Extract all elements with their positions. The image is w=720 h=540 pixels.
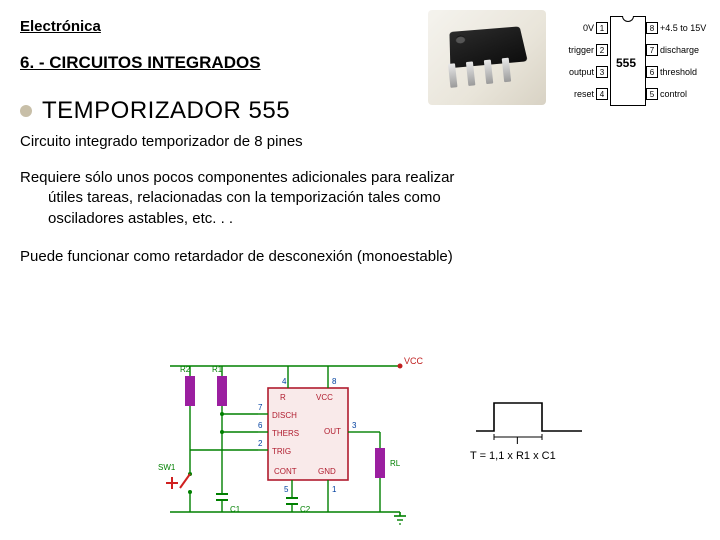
pulse-svg	[470, 395, 590, 441]
svg-text:R2: R2	[180, 365, 191, 374]
pin-label: threshold	[658, 67, 710, 77]
pin-num: 7	[646, 44, 658, 56]
vcc-label: VCC	[404, 356, 424, 366]
svg-text:THERS: THERS	[272, 429, 299, 438]
para1-l1: Requiere sólo unos pocos componentes adi…	[20, 169, 454, 186]
pin-label: output	[554, 67, 596, 77]
pin-row-l3: output 3	[554, 66, 608, 78]
pin-label: trigger	[554, 45, 596, 55]
svg-text:DISCH: DISCH	[272, 411, 297, 420]
pin-row-r4: 5 control	[646, 88, 710, 100]
svg-text:8: 8	[332, 377, 337, 386]
paragraph-1: Requiere sólo unos pocos componentes adi…	[20, 168, 700, 229]
svg-text:5: 5	[284, 485, 289, 494]
pin-label: control	[658, 89, 710, 99]
svg-text:6: 6	[258, 421, 263, 430]
pulse-T-label: T	[514, 435, 521, 447]
svg-text:VCC: VCC	[316, 393, 333, 402]
pin-num: 8	[646, 22, 658, 34]
main-heading: TEMPORIZADOR 555	[42, 97, 290, 125]
pulse-diagram: T T = 1,1 x R1 x C1	[470, 395, 650, 475]
svg-text:4: 4	[282, 377, 287, 386]
svg-text:R1: R1	[212, 365, 223, 374]
pin-row-l1: 0V 1	[554, 22, 608, 34]
pin-num: 3	[596, 66, 608, 78]
pin-row-r2: 7 discharge	[646, 44, 710, 56]
svg-text:1: 1	[332, 485, 337, 494]
para1-l2: útiles tareas, relacionadas con la tempo…	[20, 188, 700, 208]
pin-num: 2	[596, 44, 608, 56]
circuit-diagram: VCC R VCC DISCH OUT THERS TRIG CONT GND …	[150, 352, 440, 534]
svg-text:SW1: SW1	[158, 463, 176, 472]
pulse-formula: T = 1,1 x R1 x C1	[470, 450, 650, 462]
pin-row-l2: trigger 2	[554, 44, 608, 56]
pin-row-r1: 8 +4.5 to 15V	[646, 22, 710, 34]
pin-label: reset	[554, 89, 596, 99]
subtitle: Circuito integrado temporizador de 8 pin…	[20, 133, 700, 150]
paragraph-2: Puede funcionar como retardador de desco…	[20, 247, 700, 267]
pin-num: 5	[646, 88, 658, 100]
pin-label: discharge	[658, 45, 710, 55]
bullet-icon	[20, 105, 32, 117]
svg-text:3: 3	[352, 421, 357, 430]
pin-label: 0V	[554, 23, 596, 33]
svg-text:R: R	[280, 393, 286, 402]
svg-text:GND: GND	[318, 467, 336, 476]
pinout-chip-label: 555	[616, 56, 636, 70]
pin-num: 6	[646, 66, 658, 78]
svg-text:CONT: CONT	[274, 467, 297, 476]
svg-text:2: 2	[258, 439, 263, 448]
svg-text:7: 7	[258, 403, 263, 412]
svg-text:OUT: OUT	[324, 427, 341, 436]
pin-num: 4	[596, 88, 608, 100]
pin-num: 1	[596, 22, 608, 34]
top-images: 555 0V 1 trigger 2 output 3 reset 4 8 +4…	[428, 10, 702, 112]
chip-photo	[428, 10, 546, 105]
pin-label: +4.5 to 15V	[658, 23, 710, 33]
svg-text:RL: RL	[390, 459, 401, 468]
svg-text:TRIG: TRIG	[272, 447, 291, 456]
circuit-svg: VCC R VCC DISCH OUT THERS TRIG CONT GND …	[150, 352, 440, 534]
pin-row-l4: reset 4	[554, 88, 608, 100]
pinout-diagram: 555 0V 1 trigger 2 output 3 reset 4 8 +4…	[554, 10, 702, 112]
para1-l3: osciladores astables, etc. . .	[20, 209, 700, 229]
pin-row-r3: 6 threshold	[646, 66, 710, 78]
